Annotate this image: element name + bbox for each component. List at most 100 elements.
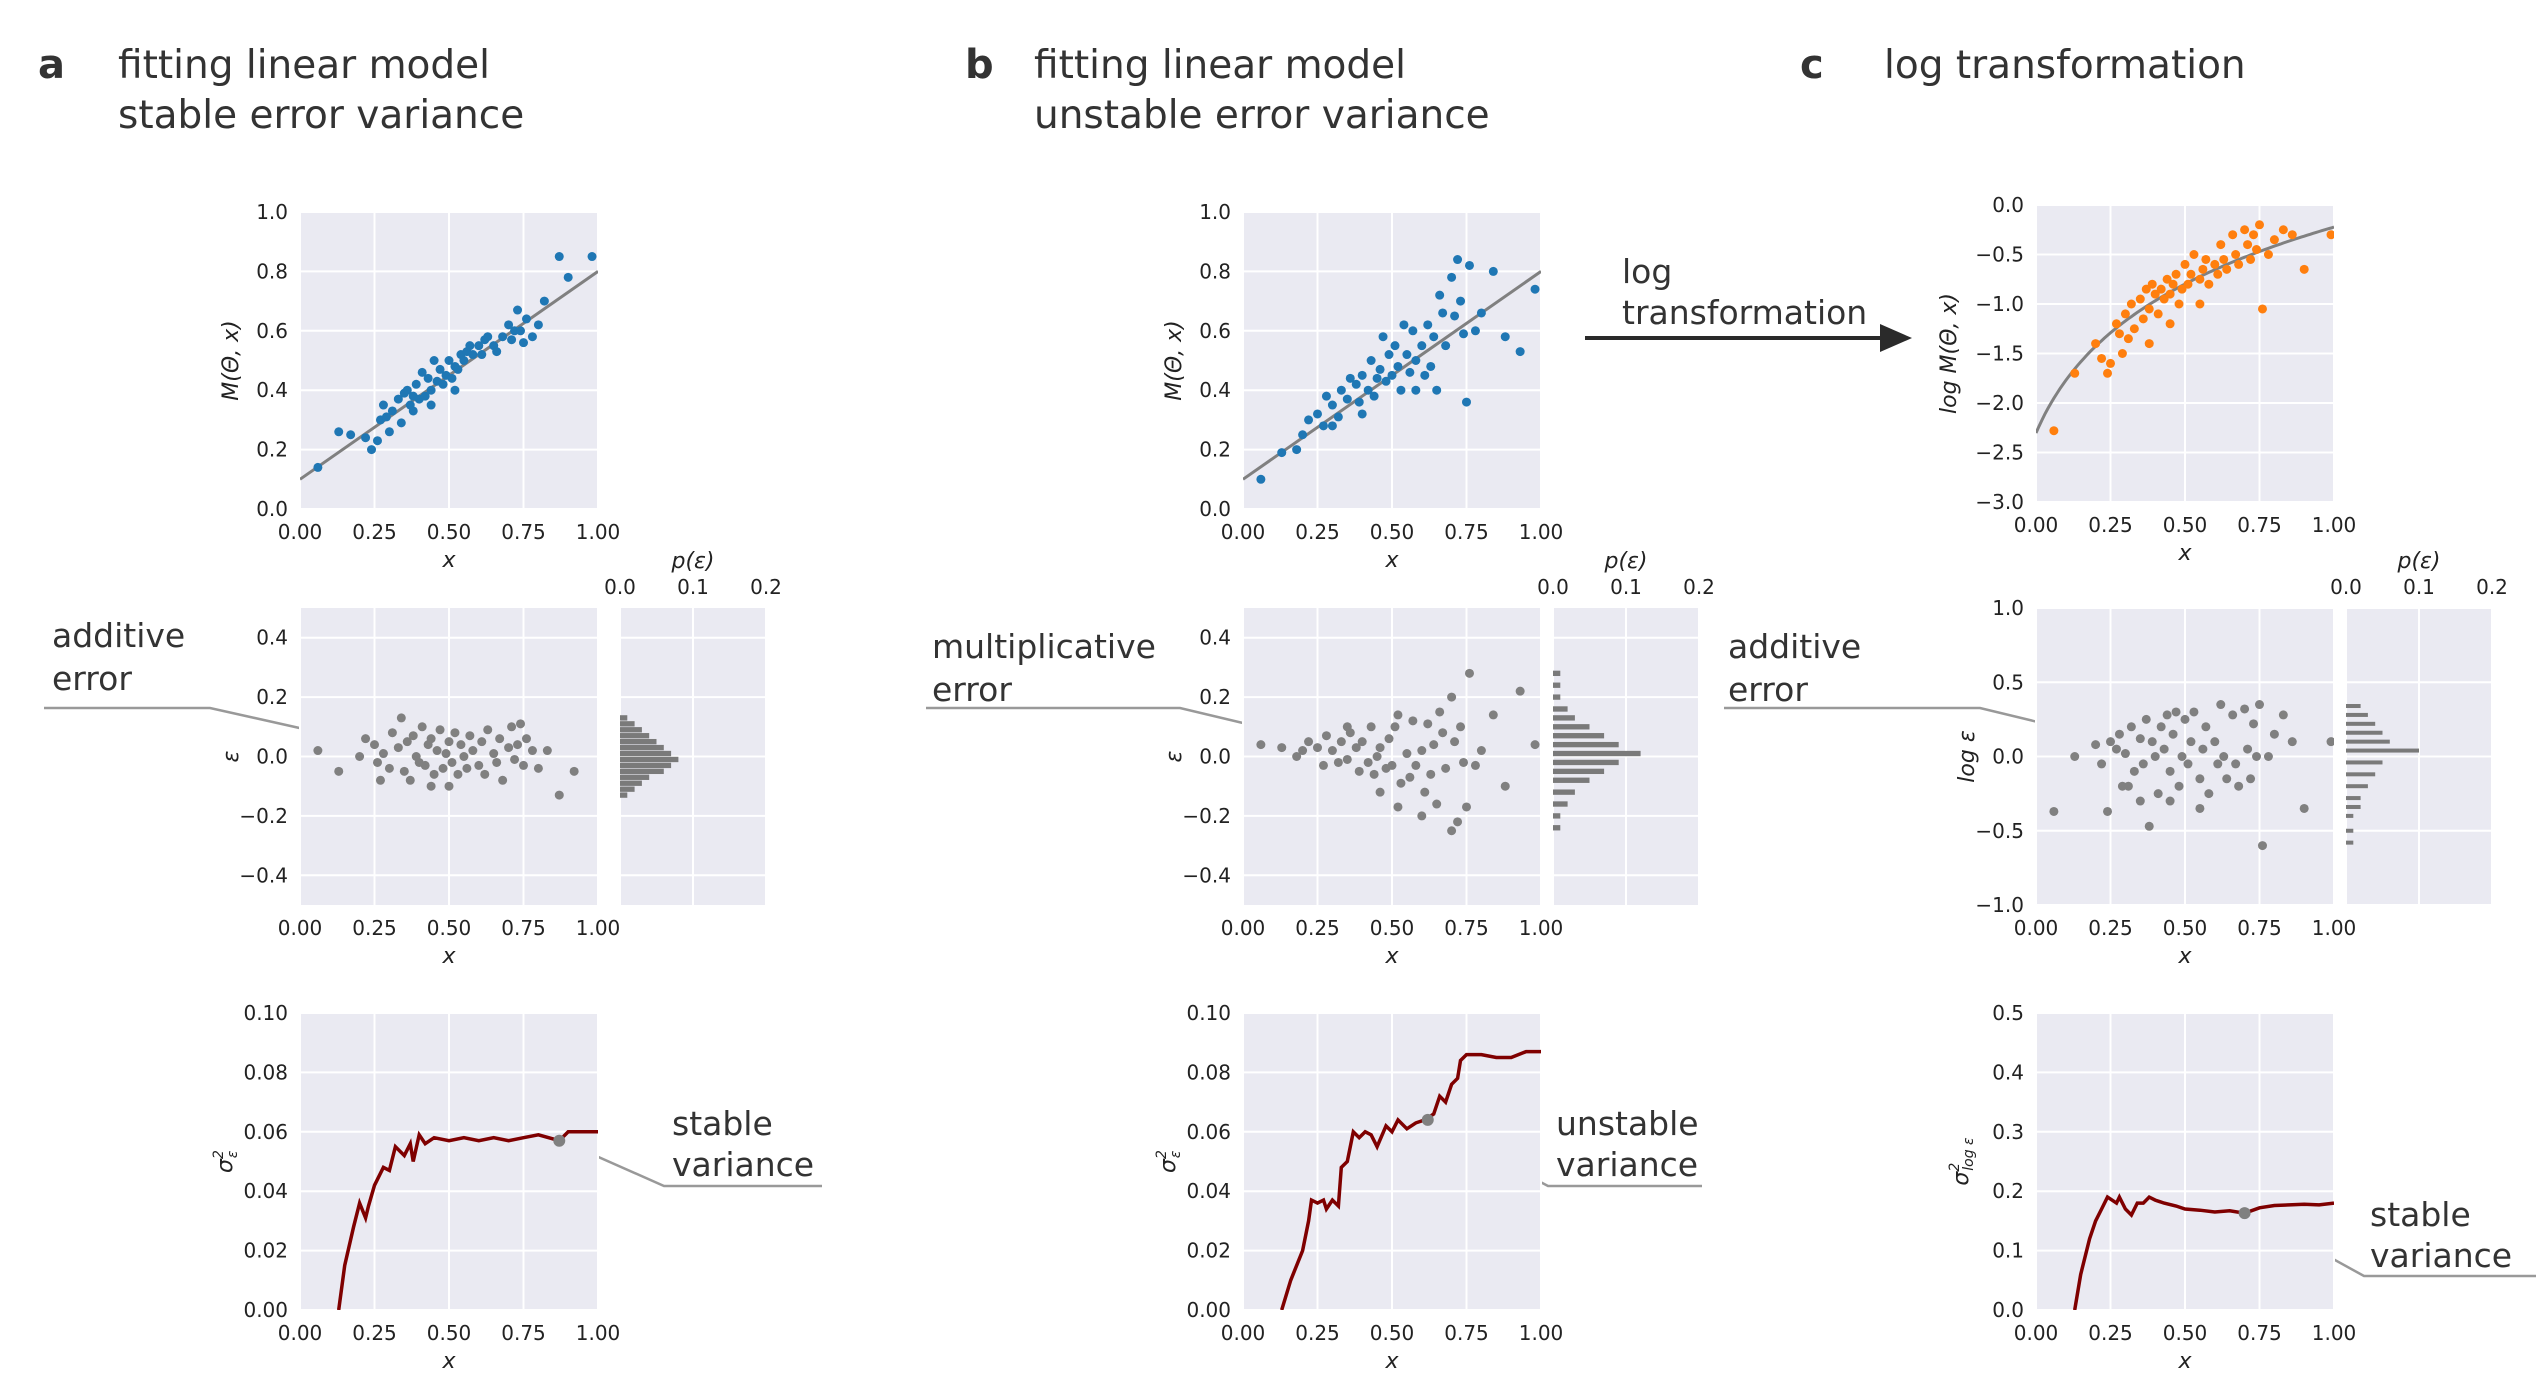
hist-bar <box>620 727 642 733</box>
data-point <box>402 737 412 747</box>
data-point <box>1438 308 1448 318</box>
data-point <box>2219 254 2229 264</box>
x-tick-label: 1.00 <box>2312 513 2357 537</box>
x-tick-label: 0.75 <box>501 1321 546 1345</box>
hist-x-tick-label: 0.1 <box>677 575 709 599</box>
y-axis-label: log M(Θ, x) <box>1937 293 1962 414</box>
y-tick-label: 0.5 <box>1992 1001 2024 1025</box>
data-point <box>474 760 484 770</box>
x-tick-label: 0.50 <box>427 916 472 940</box>
data-point <box>2120 749 2130 759</box>
hist-bar <box>620 774 650 780</box>
data-point <box>521 314 531 324</box>
data-point <box>441 749 451 759</box>
hist-x-tick-label: 0.1 <box>1610 575 1642 599</box>
y-tick-label: −0.4 <box>239 863 288 887</box>
data-point <box>1363 757 1373 767</box>
data-point <box>426 400 436 410</box>
data-point <box>1456 722 1466 732</box>
data-point <box>1298 746 1308 756</box>
y-tick-label: −1.5 <box>1975 342 2024 366</box>
hist-bar <box>1553 768 1605 775</box>
data-point <box>1387 370 1397 380</box>
data-point <box>453 364 463 374</box>
y-tick-label: 0.2 <box>1199 438 1231 462</box>
arrow-label-line1: log <box>1622 252 1672 291</box>
data-point <box>396 713 406 723</box>
data-point <box>438 379 448 389</box>
data-point <box>1476 308 1486 318</box>
y-tick-label: 0.02 <box>1186 1239 1231 1263</box>
hist-bar <box>1553 670 1561 677</box>
hist-bar <box>2346 730 2383 735</box>
y-tick-label: −3.0 <box>1975 490 2024 514</box>
data-point <box>539 296 549 306</box>
x-tick-label: 0.50 <box>2163 513 2208 537</box>
data-point <box>2174 299 2184 309</box>
annotation-b-variance-line1: unstable <box>1556 1104 1699 1143</box>
data-point <box>2326 230 2334 240</box>
hist-bar <box>1553 706 1568 712</box>
x-tick-label: 0.00 <box>1221 916 1266 940</box>
data-point <box>450 728 460 738</box>
x-tick-label: 1.00 <box>2312 916 2357 940</box>
data-point <box>2257 304 2267 314</box>
y-tick-label: 0.0 <box>1992 193 2024 217</box>
chart-c-fit: 0.00 0.25 0.50 0.75 1.00 −3.0 −2.5 −2.0 −1.5 −1.0… <box>1937 193 2356 566</box>
data-point <box>387 728 397 738</box>
annotation-c-variance-line2: variance <box>2370 1236 2512 1275</box>
variance-line <box>2072 1193 2334 1310</box>
hist-bar <box>2346 772 2376 777</box>
x-tick-label: 0.00 <box>1221 520 1266 544</box>
data-point <box>2249 230 2259 240</box>
data-point <box>2150 752 2160 761</box>
data-point <box>554 252 564 262</box>
y-tick-label: 1.0 <box>256 200 288 224</box>
data-point <box>393 743 403 753</box>
data-point <box>1378 332 1388 342</box>
data-point <box>1420 787 1430 797</box>
hist-bar <box>1553 715 1575 721</box>
data-point <box>2263 250 2273 259</box>
x-tick-label: 0.50 <box>2163 1321 2208 1345</box>
data-point <box>405 775 415 785</box>
hist-bar <box>1553 813 1561 819</box>
data-point <box>417 367 427 377</box>
data-point <box>423 373 433 383</box>
data-point <box>1366 356 1376 365</box>
y-axis-label: log ε <box>1955 730 1980 783</box>
hist-bar <box>620 750 672 757</box>
hist-bar <box>1553 777 1590 783</box>
data-point <box>1530 740 1540 750</box>
data-point <box>1420 370 1430 380</box>
data-point <box>378 749 388 759</box>
hist-bar <box>1553 741 1619 748</box>
y-tick-label: 0.3 <box>1992 1120 2024 1144</box>
data-point <box>2255 220 2264 230</box>
data-point <box>2198 264 2208 274</box>
data-point <box>2222 264 2232 274</box>
plot-area <box>300 252 598 481</box>
data-point <box>1384 734 1394 744</box>
histogram-c-resid: 0.0 0.1 0.2 p(ε) <box>2330 549 2508 906</box>
data-point <box>2228 710 2238 720</box>
hist-x-axis-label: p(ε) <box>1603 549 1647 574</box>
data-point <box>2249 719 2259 729</box>
x-tick-label: 1.00 <box>1519 916 1564 940</box>
data-point <box>2269 235 2279 245</box>
data-point <box>2174 781 2184 791</box>
data-point <box>411 379 421 389</box>
data-point <box>346 430 356 440</box>
y-tick-label: 0.0 <box>256 745 288 769</box>
data-point <box>2135 294 2145 304</box>
data-point <box>2138 314 2148 324</box>
panel-b-letter: b <box>965 42 994 88</box>
data-point <box>1357 737 1367 747</box>
data-point <box>2049 806 2059 816</box>
y-tick-label: −0.4 <box>1182 863 1231 887</box>
data-point <box>408 406 418 416</box>
y-tick-label: 0.0 <box>1992 745 2024 769</box>
transformation-arrow-head <box>1880 324 1912 352</box>
data-point <box>1313 743 1322 753</box>
data-point <box>2111 319 2121 329</box>
